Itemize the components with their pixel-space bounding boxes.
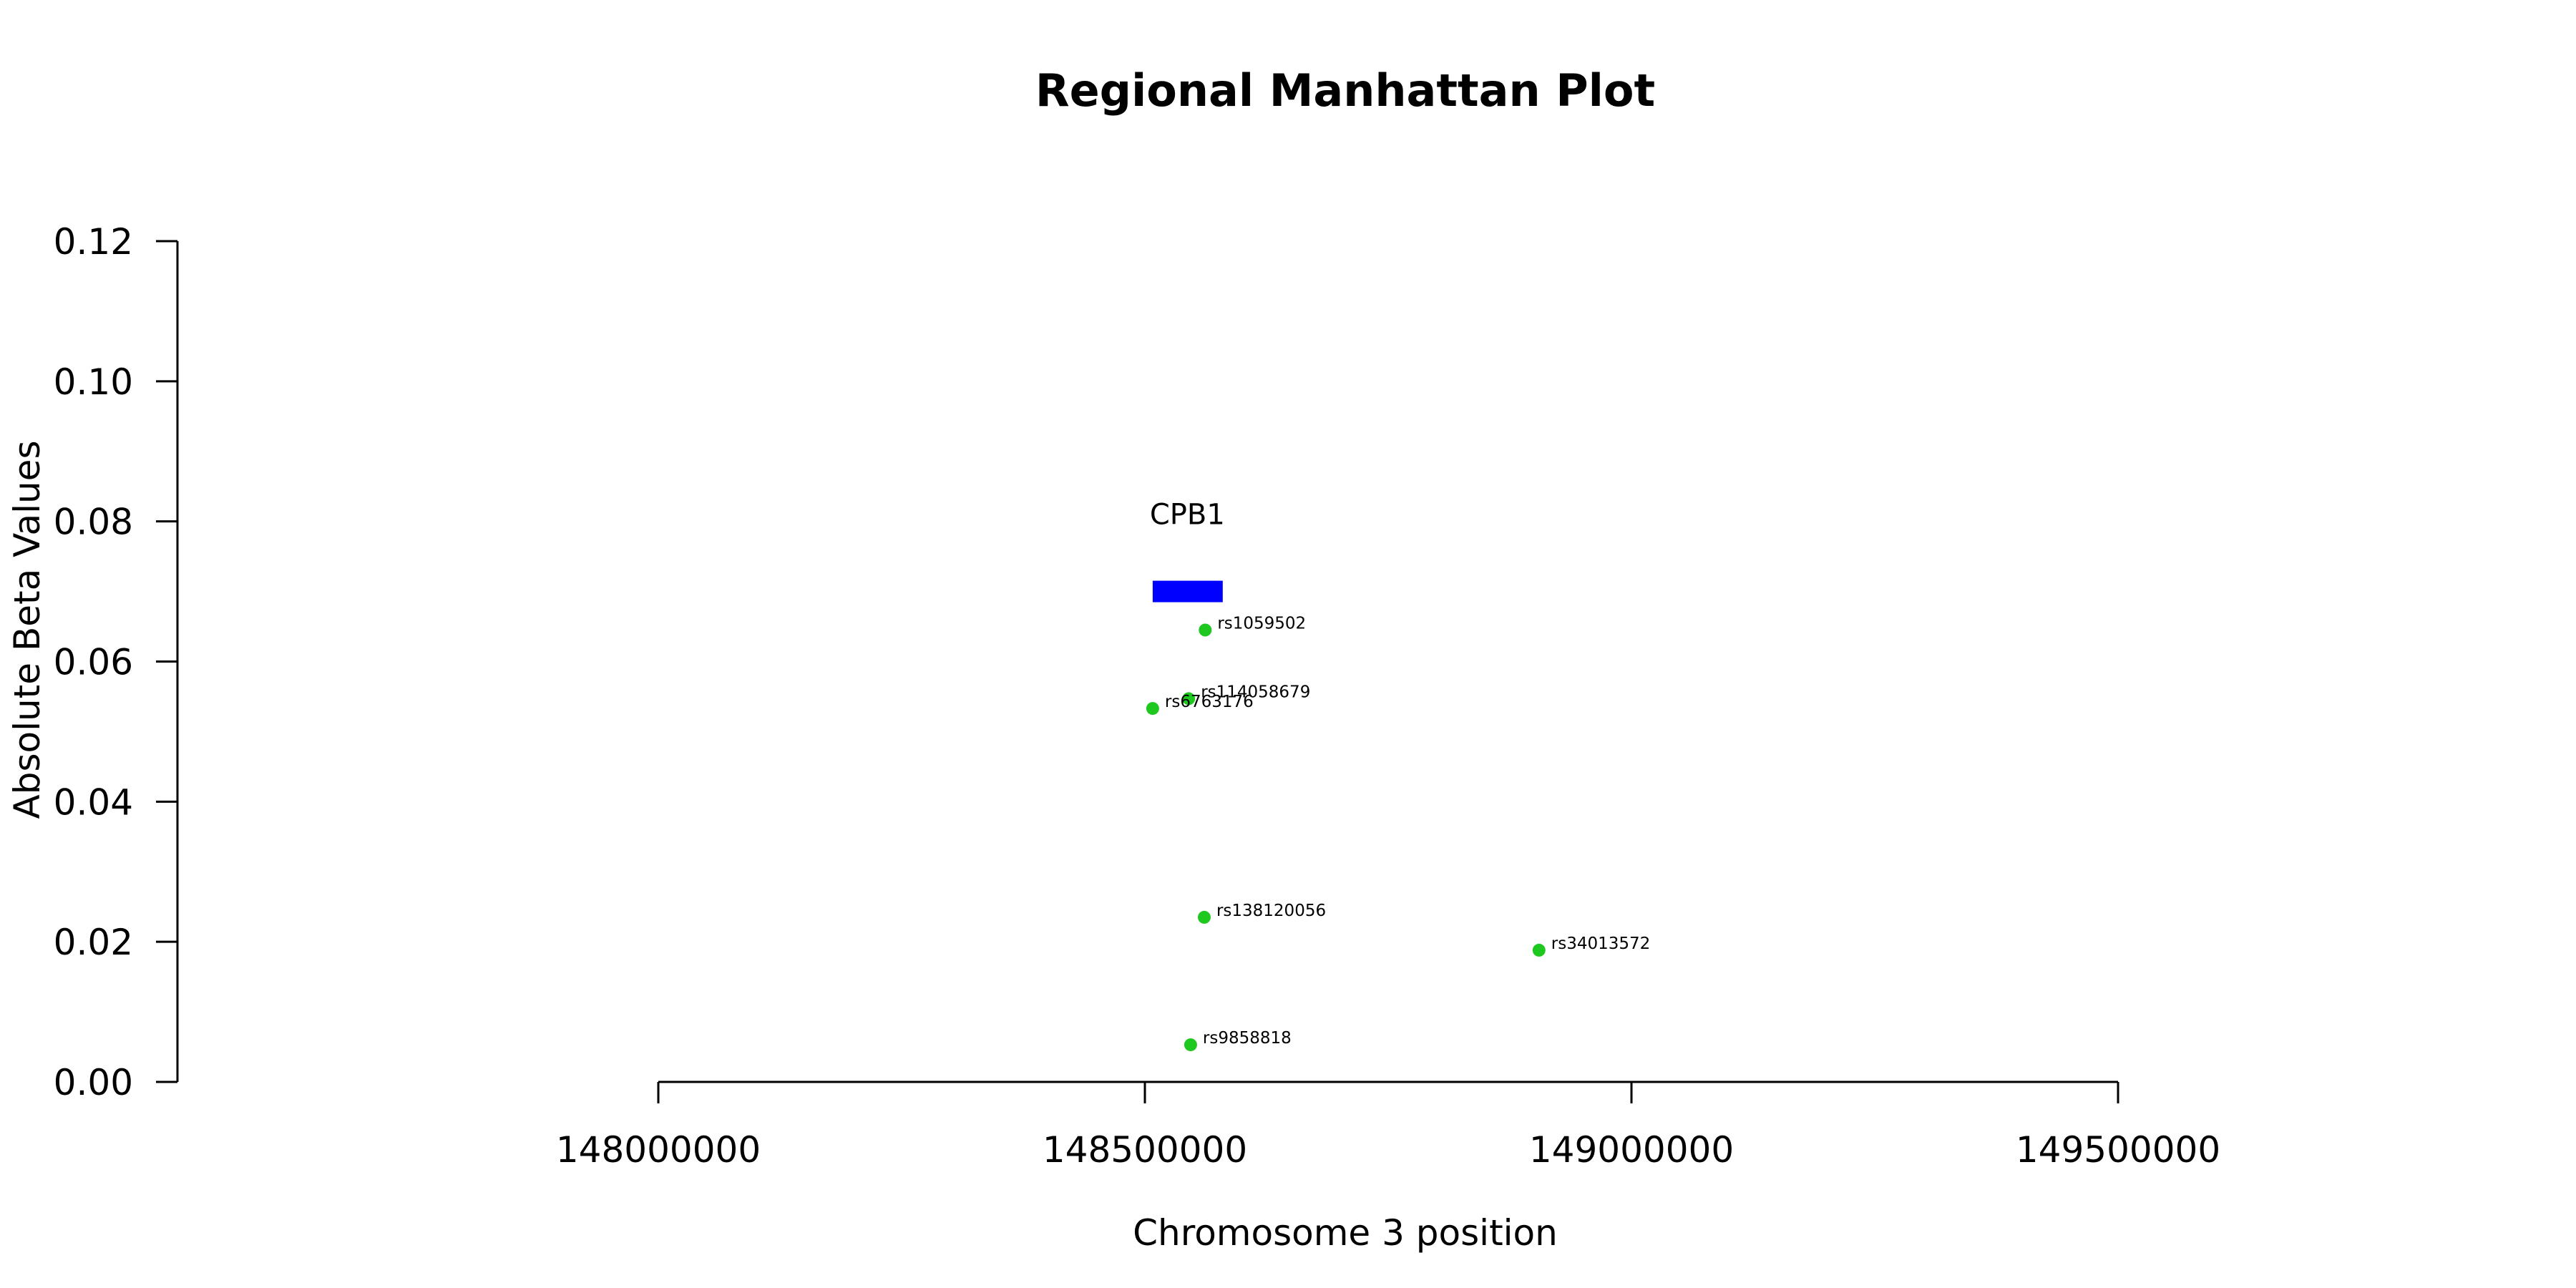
gene-track: CPB1: [1150, 499, 1225, 602]
snp-point: [1532, 943, 1546, 957]
snp-label: rs34013572: [1551, 935, 1651, 953]
gene-label: CPB1: [1150, 499, 1225, 532]
y-tick-label: 0.08: [54, 502, 133, 543]
snp-label: rs1059502: [1217, 614, 1306, 633]
y-tick-label: 0.02: [54, 922, 133, 963]
x-tick-label: 149000000: [1529, 1129, 1734, 1171]
x-tick-label: 148500000: [1043, 1129, 1247, 1171]
snp-label: rs9858818: [1203, 1029, 1292, 1048]
gene-bar: [1152, 580, 1223, 602]
snp-point: [1197, 910, 1211, 924]
snp-label: rs6763176: [1165, 693, 1254, 711]
y-tick-label: 0.06: [54, 642, 133, 683]
chart-title: Regional Manhattan Plot: [1035, 64, 1655, 117]
snp-point: [1199, 623, 1212, 637]
snp-label: rs138120056: [1216, 902, 1326, 920]
y-axis: 0.00 0.02 0.04 0.06 0.08 0.10 0.12: [54, 221, 179, 1103]
x-axis-label: Chromosome 3 position: [1133, 1212, 1558, 1254]
x-axis: 148000000 148500000 149000000 149500000: [556, 1080, 2220, 1171]
snp-point: [1146, 702, 1159, 716]
x-tick-label: 149500000: [2016, 1129, 2220, 1171]
y-tick-label: 0.10: [54, 361, 133, 403]
y-tick-label: 0.00: [54, 1062, 133, 1103]
snp-point: [1182, 692, 1196, 706]
snp-label: rs114058679: [1201, 683, 1310, 701]
y-axis-label: Absolute Beta Values: [6, 441, 48, 819]
x-tick-label: 148000000: [556, 1129, 761, 1171]
y-tick-label: 0.04: [54, 781, 133, 823]
snp-point: [1184, 1038, 1197, 1052]
y-tick-label: 0.12: [54, 221, 133, 263]
